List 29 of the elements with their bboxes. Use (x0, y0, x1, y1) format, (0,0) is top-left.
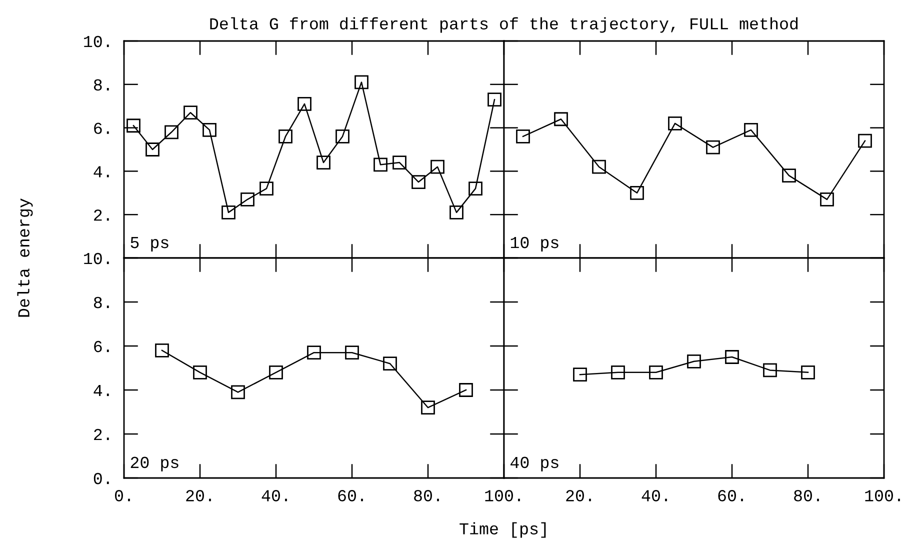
x-tick-label: 20. (186, 490, 211, 502)
y-tick-label: 10. (84, 36, 109, 48)
y-tick-label: 2. (94, 428, 109, 440)
annotation: 20 ps (130, 456, 178, 472)
x-tick-label: 100. (485, 490, 520, 502)
y-tick-label: 2. (94, 209, 109, 221)
x-tick-label: 80. (414, 490, 439, 502)
y-tick-label: 4. (94, 385, 109, 396)
x-tick-label: 100. (865, 490, 900, 502)
annotation: 5 ps (130, 237, 168, 252)
y-tick-label: 10. (84, 252, 109, 264)
y-axis-title: Delta energy (17, 198, 33, 317)
x-axis-title: Time [ps] (460, 522, 546, 538)
x-tick-label: 0. (115, 490, 130, 502)
chart-title: Delta G from different parts of the trajectory, FULL method (210, 17, 798, 33)
y-tick-label: 6. (94, 340, 109, 352)
x-tick-label: 60. (718, 490, 743, 502)
y-tick-label: 4. (94, 166, 109, 178)
y-tick-label: 8. (94, 79, 109, 91)
y-tick-label: 0. (94, 472, 109, 484)
x-tick-label: 40. (262, 490, 287, 502)
x-tick-label: 60. (338, 490, 363, 502)
x-tick-label: 40. (642, 490, 667, 502)
annotation: 10 ps (510, 236, 558, 252)
annotation: 40 ps (510, 456, 558, 472)
y-tick-label: 8. (94, 296, 109, 308)
x-tick-label: 20. (566, 490, 591, 502)
x-tick-label: 80. (794, 490, 819, 502)
y-tick-label: 6. (94, 122, 109, 134)
